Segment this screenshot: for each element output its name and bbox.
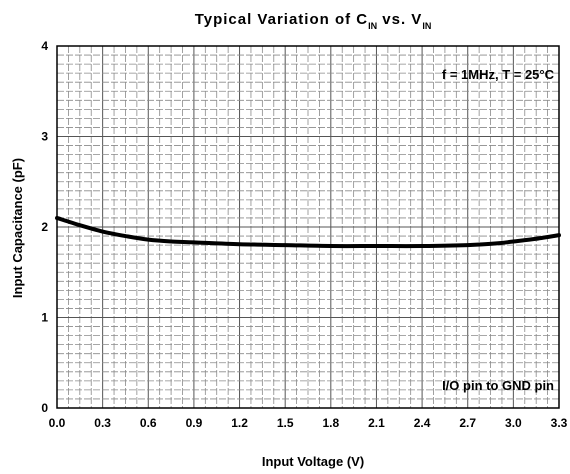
title-prefix: Typical Variation of C [195, 11, 368, 28]
title-subscript-1: IN [368, 21, 377, 31]
x-tick-label: 0.0 [49, 416, 66, 430]
chart-title: Typical Variation of CIN vs. VIN [195, 11, 432, 31]
title-middle: vs. V [377, 11, 422, 28]
conditions-annotation: f = 1MHz, T = 25°C [442, 67, 555, 82]
y-tick-label: 2 [41, 220, 48, 234]
y-tick-label: 4 [41, 39, 48, 53]
x-tick-label: 1.2 [231, 416, 248, 430]
title-subscript-2: IN [422, 21, 431, 31]
grid [57, 46, 559, 408]
x-tick-label: 3.3 [551, 416, 568, 430]
y-tick-label: 0 [41, 401, 48, 415]
y-tick-label: 3 [41, 130, 48, 144]
y-axis-label: Input Capacitance (pF) [10, 158, 25, 298]
y-tick-label: 1 [41, 311, 48, 325]
x-tick-label: 0.6 [140, 416, 157, 430]
x-tick-label: 1.8 [322, 416, 339, 430]
x-tick-label: 2.4 [414, 416, 431, 430]
x-tick-label: 1.5 [277, 416, 294, 430]
series-layer [55, 215, 561, 249]
tick-labels: 0.0 0.3 0.6 0.9 1.2 1.5 1.8 2.1 2.4 2.7 3.0 3.3 0 1 2 3… [41, 39, 567, 430]
series-line [55, 215, 561, 249]
x-axis-label: Input Voltage (V) [262, 454, 364, 469]
x-tick-label: 2.7 [459, 416, 476, 430]
x-tick-label: 0.3 [94, 416, 111, 430]
pin-note-annotation: I/O pin to GND pin [442, 378, 554, 393]
x-tick-label: 2.1 [368, 416, 385, 430]
plot-frame [56, 45, 560, 409]
x-tick-label: 3.0 [505, 416, 522, 430]
x-tick-label: 0.9 [186, 416, 203, 430]
